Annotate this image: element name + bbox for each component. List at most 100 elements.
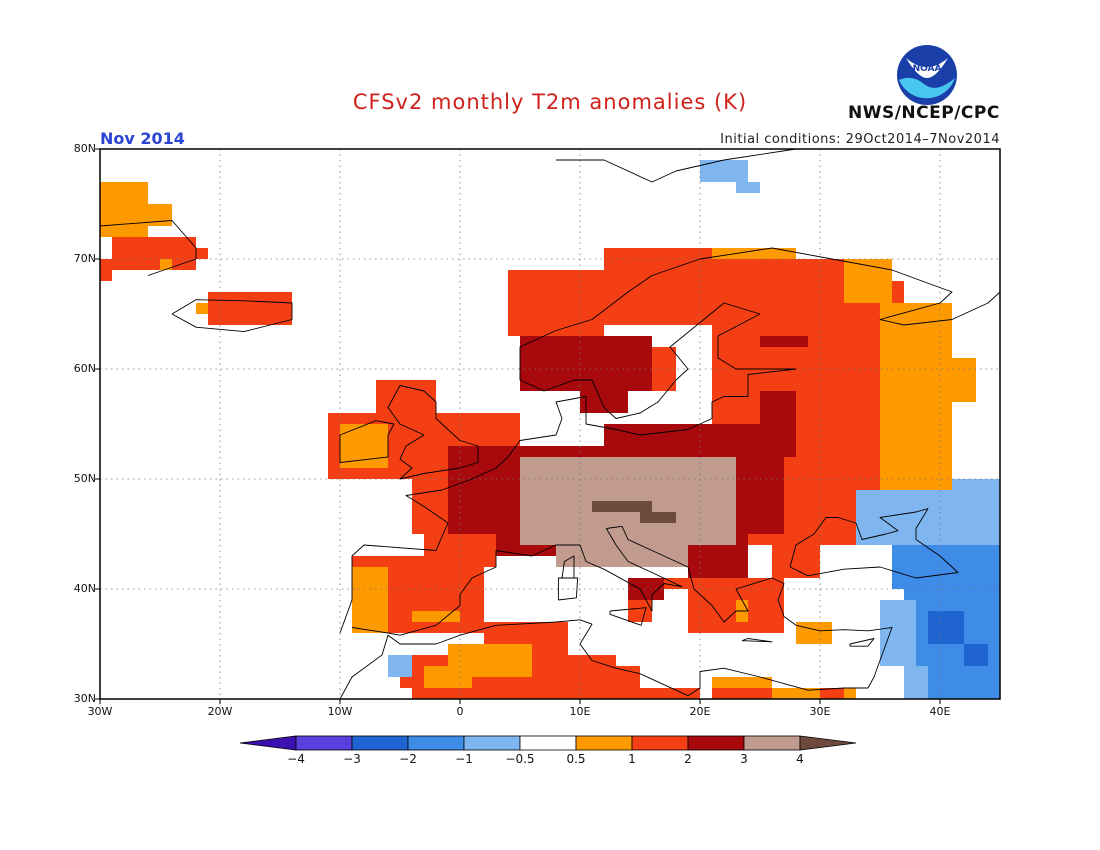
anomaly-region-39	[628, 600, 652, 622]
colorbar-label: −2	[399, 752, 417, 766]
anomaly-region-53	[772, 688, 856, 699]
anomaly-region-50	[568, 666, 640, 688]
anomaly-region-7	[196, 303, 208, 314]
logo-text: NOAA	[913, 64, 942, 74]
coastline-11	[849, 638, 875, 647]
anomaly-region-18	[712, 248, 796, 259]
anomaly-region-15	[508, 270, 604, 336]
colorbar-segment	[519, 735, 577, 751]
anomaly-region-19	[520, 336, 652, 391]
map-frame	[99, 148, 1001, 700]
coastline-2	[339, 420, 395, 463]
anomaly-region-2	[112, 237, 196, 270]
lat-label: 70N	[73, 252, 96, 265]
colorbar-left-arrow	[239, 735, 297, 751]
colorbar-label: 4	[796, 752, 804, 766]
lat-label: 30N	[73, 692, 96, 705]
anomaly-region-49	[412, 688, 700, 699]
lon-label: 0	[456, 705, 464, 718]
anomaly-region-25	[880, 303, 952, 501]
coastlines	[99, 148, 1001, 700]
anomaly-region-64	[700, 160, 748, 182]
anomaly-region-62	[964, 644, 988, 666]
coastline-8	[557, 577, 579, 601]
colorbar-label: −1	[455, 752, 473, 766]
anomaly-region-43	[352, 567, 388, 633]
lon-label: 10E	[569, 705, 591, 718]
chart-title: CFSv2 monthly T2m anomalies (K)	[352, 90, 748, 114]
colorbar-segment	[631, 735, 689, 751]
lon-label: 20E	[689, 705, 711, 718]
anomaly-region-1	[148, 204, 172, 226]
colorbar-label: −4	[287, 752, 305, 766]
colorbar-segment	[463, 735, 521, 751]
colorbar-label: −0.5	[505, 752, 535, 766]
lat-label: 80N	[73, 142, 96, 155]
initial-conditions-label: Initial conditions: 29Oct2014–7Nov2014	[720, 132, 1000, 147]
coastline-3	[171, 299, 293, 333]
lon-label: 10W	[327, 705, 353, 718]
anomaly-region-29	[760, 391, 796, 457]
anomaly-region-36	[772, 545, 820, 578]
lat-label: 60N	[73, 362, 96, 375]
coastline-10	[741, 638, 773, 643]
colorbar	[239, 735, 857, 751]
anomaly-region-54	[820, 688, 844, 699]
noaa-logo-icon: NOAA	[897, 45, 957, 105]
anomaly-region-3	[196, 248, 208, 259]
coastline-0	[339, 247, 1001, 634]
anomaly-region-59	[880, 600, 916, 666]
anomaly-region-20	[580, 391, 628, 413]
lon-label: 40E	[929, 705, 951, 718]
anomaly-region-32	[556, 545, 688, 567]
colorbar-segment	[351, 735, 409, 751]
colorbar-label: 0.5	[566, 752, 586, 766]
anomaly-region-4	[100, 259, 112, 281]
coastline-4	[351, 525, 893, 691]
coastline-12	[556, 148, 797, 183]
anomaly-region-34	[640, 512, 676, 523]
anomaly-region-30	[760, 336, 808, 347]
colorbar-segment	[687, 735, 745, 751]
coastline-1	[387, 385, 479, 480]
lat-label: 50N	[73, 472, 96, 485]
colorbar-segment	[407, 735, 465, 751]
lon-label: 30W	[87, 705, 113, 718]
anomaly-region-5	[160, 259, 172, 270]
coastline-6	[789, 508, 959, 579]
forecast-period: Nov 2014	[100, 129, 185, 148]
axis-ticks	[95, 148, 941, 704]
lat-label: 40N	[73, 582, 96, 595]
anomaly-region-57	[952, 479, 1000, 501]
anomaly-regions	[100, 160, 1000, 699]
anomaly-region-0	[100, 182, 148, 237]
lon-label: 30E	[809, 705, 831, 718]
colorbar-right-arrow	[799, 735, 857, 751]
anomaly-region-26	[952, 358, 976, 402]
anomaly-region-10	[340, 424, 388, 468]
lon-label: 20W	[207, 705, 233, 718]
coastline-9	[609, 607, 647, 626]
colorbar-segment	[575, 735, 633, 751]
anomaly-region-24	[844, 259, 892, 303]
anomaly-region-48	[424, 666, 472, 688]
anomaly-region-6	[208, 292, 292, 325]
colorbar-label: 3	[740, 752, 748, 766]
anomaly-region-44	[412, 611, 460, 622]
coastline-13	[99, 220, 197, 276]
anomaly-region-33	[592, 501, 652, 512]
anomaly-region-41	[664, 578, 700, 589]
colorbar-label: 1	[628, 752, 636, 766]
anomaly-region-52	[712, 688, 772, 699]
colorbar-label: −3	[343, 752, 361, 766]
colorbar-label: 2	[684, 752, 692, 766]
anomaly-region-65	[736, 182, 760, 193]
anomaly-region-63	[388, 655, 412, 677]
colorbar-segment	[295, 735, 353, 751]
coastline-5	[339, 619, 809, 700]
anomaly-region-61	[928, 611, 964, 644]
agency-label: NWS/NCEP/CPC	[848, 103, 1000, 123]
anomaly-region-38	[796, 622, 832, 644]
